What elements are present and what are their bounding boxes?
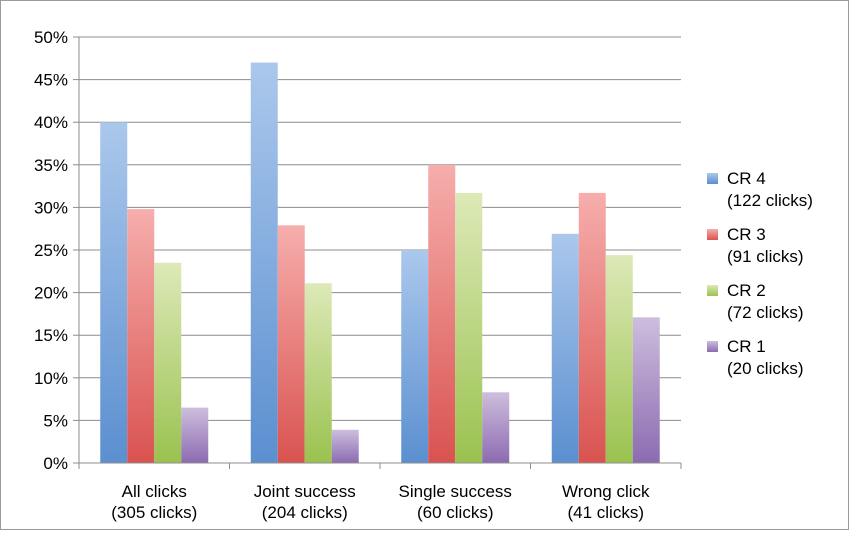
y-tick-label: 40% <box>34 113 68 132</box>
y-axis-ticks: 0% 5% 10% 15% 20% 25% 30% 35% 40% 45% 50% <box>34 28 79 473</box>
legend-series-count: (72 clicks) <box>727 303 804 322</box>
y-tick-label: 10% <box>34 369 68 388</box>
bar-cr-3-cat-0 <box>127 209 155 463</box>
y-tick-label: 5% <box>43 411 68 430</box>
x-category-count: (204 clicks) <box>262 503 348 522</box>
bar-cr-2-cat-2 <box>455 192 483 463</box>
x-category-label: Wrong click <box>562 482 650 501</box>
x-category-count: (60 clicks) <box>417 503 494 522</box>
x-category-label: Joint success <box>254 482 356 501</box>
bar-cr-3-cat-2 <box>428 164 456 464</box>
legend-series-count: (122 clicks) <box>727 191 813 210</box>
y-tick-label: 0% <box>43 454 68 473</box>
y-tick-label: 35% <box>34 156 68 175</box>
legend-series-name: CR 1 <box>727 337 766 356</box>
axes <box>78 37 682 469</box>
x-axis-categories: All clicks (305 clicks) Joint success (204 … <box>111 482 650 522</box>
bar-cr-1-cat-1 <box>331 429 359 463</box>
x-category-count: (305 clicks) <box>111 503 197 522</box>
y-tick-label: 45% <box>34 71 68 90</box>
legend-series-name: CR 3 <box>727 225 766 244</box>
bar-cr-2-cat-3 <box>605 255 633 463</box>
y-tick-label: 25% <box>34 241 68 260</box>
bar-cr-2-cat-1 <box>304 283 332 463</box>
legend-series-count: (91 clicks) <box>727 247 804 266</box>
legend: CR 4 (122 clicks) CR 3 (91 clicks) CR 2 (72 c… <box>707 169 813 378</box>
bar-cr-3-cat-3 <box>578 192 606 463</box>
x-category-count: (41 clicks) <box>567 503 644 522</box>
bar-cr-4-cat-0 <box>100 122 128 463</box>
legend-series-count: (20 clicks) <box>727 359 804 378</box>
bar-cr-4-cat-1 <box>250 62 278 464</box>
legend-swatch-cr-1 <box>707 341 718 352</box>
y-tick-label: 30% <box>34 198 68 217</box>
bar-cr-1-cat-3 <box>632 317 660 463</box>
legend-series-name: CR 2 <box>727 281 766 300</box>
bar-cr-3-cat-1 <box>277 225 305 463</box>
legend-swatch-cr-2 <box>707 285 718 296</box>
y-tick-label: 50% <box>34 28 68 47</box>
y-tick-label: 15% <box>34 326 68 345</box>
bar-cr-4-cat-2 <box>401 250 429 463</box>
y-tick-label: 20% <box>34 284 68 303</box>
bar-cr-2-cat-0 <box>154 262 182 463</box>
x-category-label: All clicks <box>122 482 187 501</box>
bar-cr-1-cat-0 <box>181 407 209 463</box>
legend-swatch-cr-3 <box>707 229 718 240</box>
legend-swatch-cr-4 <box>707 173 718 184</box>
bar-cr-1-cat-2 <box>482 392 510 463</box>
legend-series-name: CR 4 <box>727 169 766 188</box>
bar-cr-4-cat-3 <box>551 233 579 463</box>
x-category-label: Single success <box>399 482 512 501</box>
bars <box>100 62 660 464</box>
